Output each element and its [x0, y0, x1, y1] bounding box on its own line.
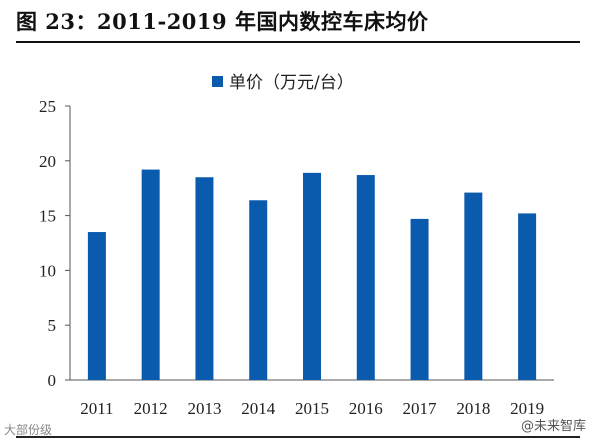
y-tick-label: 10 — [39, 261, 56, 280]
legend: 单价（万元/台） — [212, 73, 354, 93]
y-tick-label: 0 — [48, 371, 57, 390]
x-tick-label: 2018 — [456, 399, 490, 418]
bottom-divider — [16, 436, 580, 438]
y-tick-label: 5 — [48, 316, 57, 335]
x-tick-label: 2014 — [241, 399, 276, 418]
bar-2013 — [195, 177, 214, 380]
x-tick-label: 2012 — [134, 399, 168, 418]
watermark-right-text: @未来智库 — [521, 418, 586, 434]
x-tick-label: 2017 — [403, 399, 438, 418]
y-tick-label: 20 — [39, 152, 56, 171]
figure-title: 图 23：2011-2019 年国内数控车床均价 — [16, 9, 429, 34]
x-tick-label: 2016 — [349, 399, 383, 418]
legend-label: 单价（万元/台） — [229, 73, 354, 93]
bar-2015 — [303, 172, 321, 380]
x-tick-label: 2011 — [80, 399, 113, 418]
legend-swatch — [212, 76, 223, 87]
y-tick-label: 25 — [39, 97, 56, 116]
x-tick-label: 2015 — [295, 399, 329, 418]
watermark-left: 大部份级 — [4, 422, 52, 437]
bar-2018 — [464, 192, 483, 380]
title-divider — [16, 41, 580, 43]
bar-2017 — [410, 218, 429, 380]
watermark-left-text: 大部份级 — [4, 422, 52, 437]
y-tick-label: 15 — [39, 207, 56, 226]
bar-2012 — [141, 169, 160, 380]
bar-2019 — [518, 213, 537, 380]
x-tick-label: 2013 — [187, 399, 221, 418]
x-axis-ticks: 2011 2012 2013 2014 2015 2016 2017 2018 2019 — [80, 399, 544, 418]
bar-2011 — [87, 232, 106, 380]
bar-2016 — [356, 175, 375, 380]
bars — [87, 169, 537, 380]
watermark-right: @未来智库 — [521, 418, 586, 434]
bar-2014 — [249, 200, 268, 380]
x-tick-label: 2019 — [510, 399, 544, 418]
y-axis-ticks: 0 5 10 15 20 25 — [39, 97, 70, 390]
